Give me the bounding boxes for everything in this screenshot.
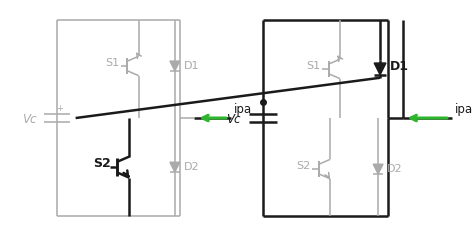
Text: D1: D1 <box>183 61 199 71</box>
Text: S2: S2 <box>93 157 111 170</box>
Text: Vc: Vc <box>22 114 36 126</box>
Text: ipa: ipa <box>455 103 473 116</box>
Polygon shape <box>374 63 386 75</box>
Text: D2: D2 <box>387 164 402 174</box>
Text: S1: S1 <box>306 61 320 71</box>
Text: S2: S2 <box>297 161 311 171</box>
Text: Vc: Vc <box>226 114 240 126</box>
Text: D1: D1 <box>390 60 409 73</box>
Polygon shape <box>170 162 180 172</box>
Polygon shape <box>170 61 180 71</box>
Text: +: + <box>56 104 64 113</box>
Text: ipa: ipa <box>234 103 252 116</box>
Text: D2: D2 <box>183 162 199 172</box>
Text: S1: S1 <box>105 58 119 68</box>
Polygon shape <box>373 164 383 174</box>
